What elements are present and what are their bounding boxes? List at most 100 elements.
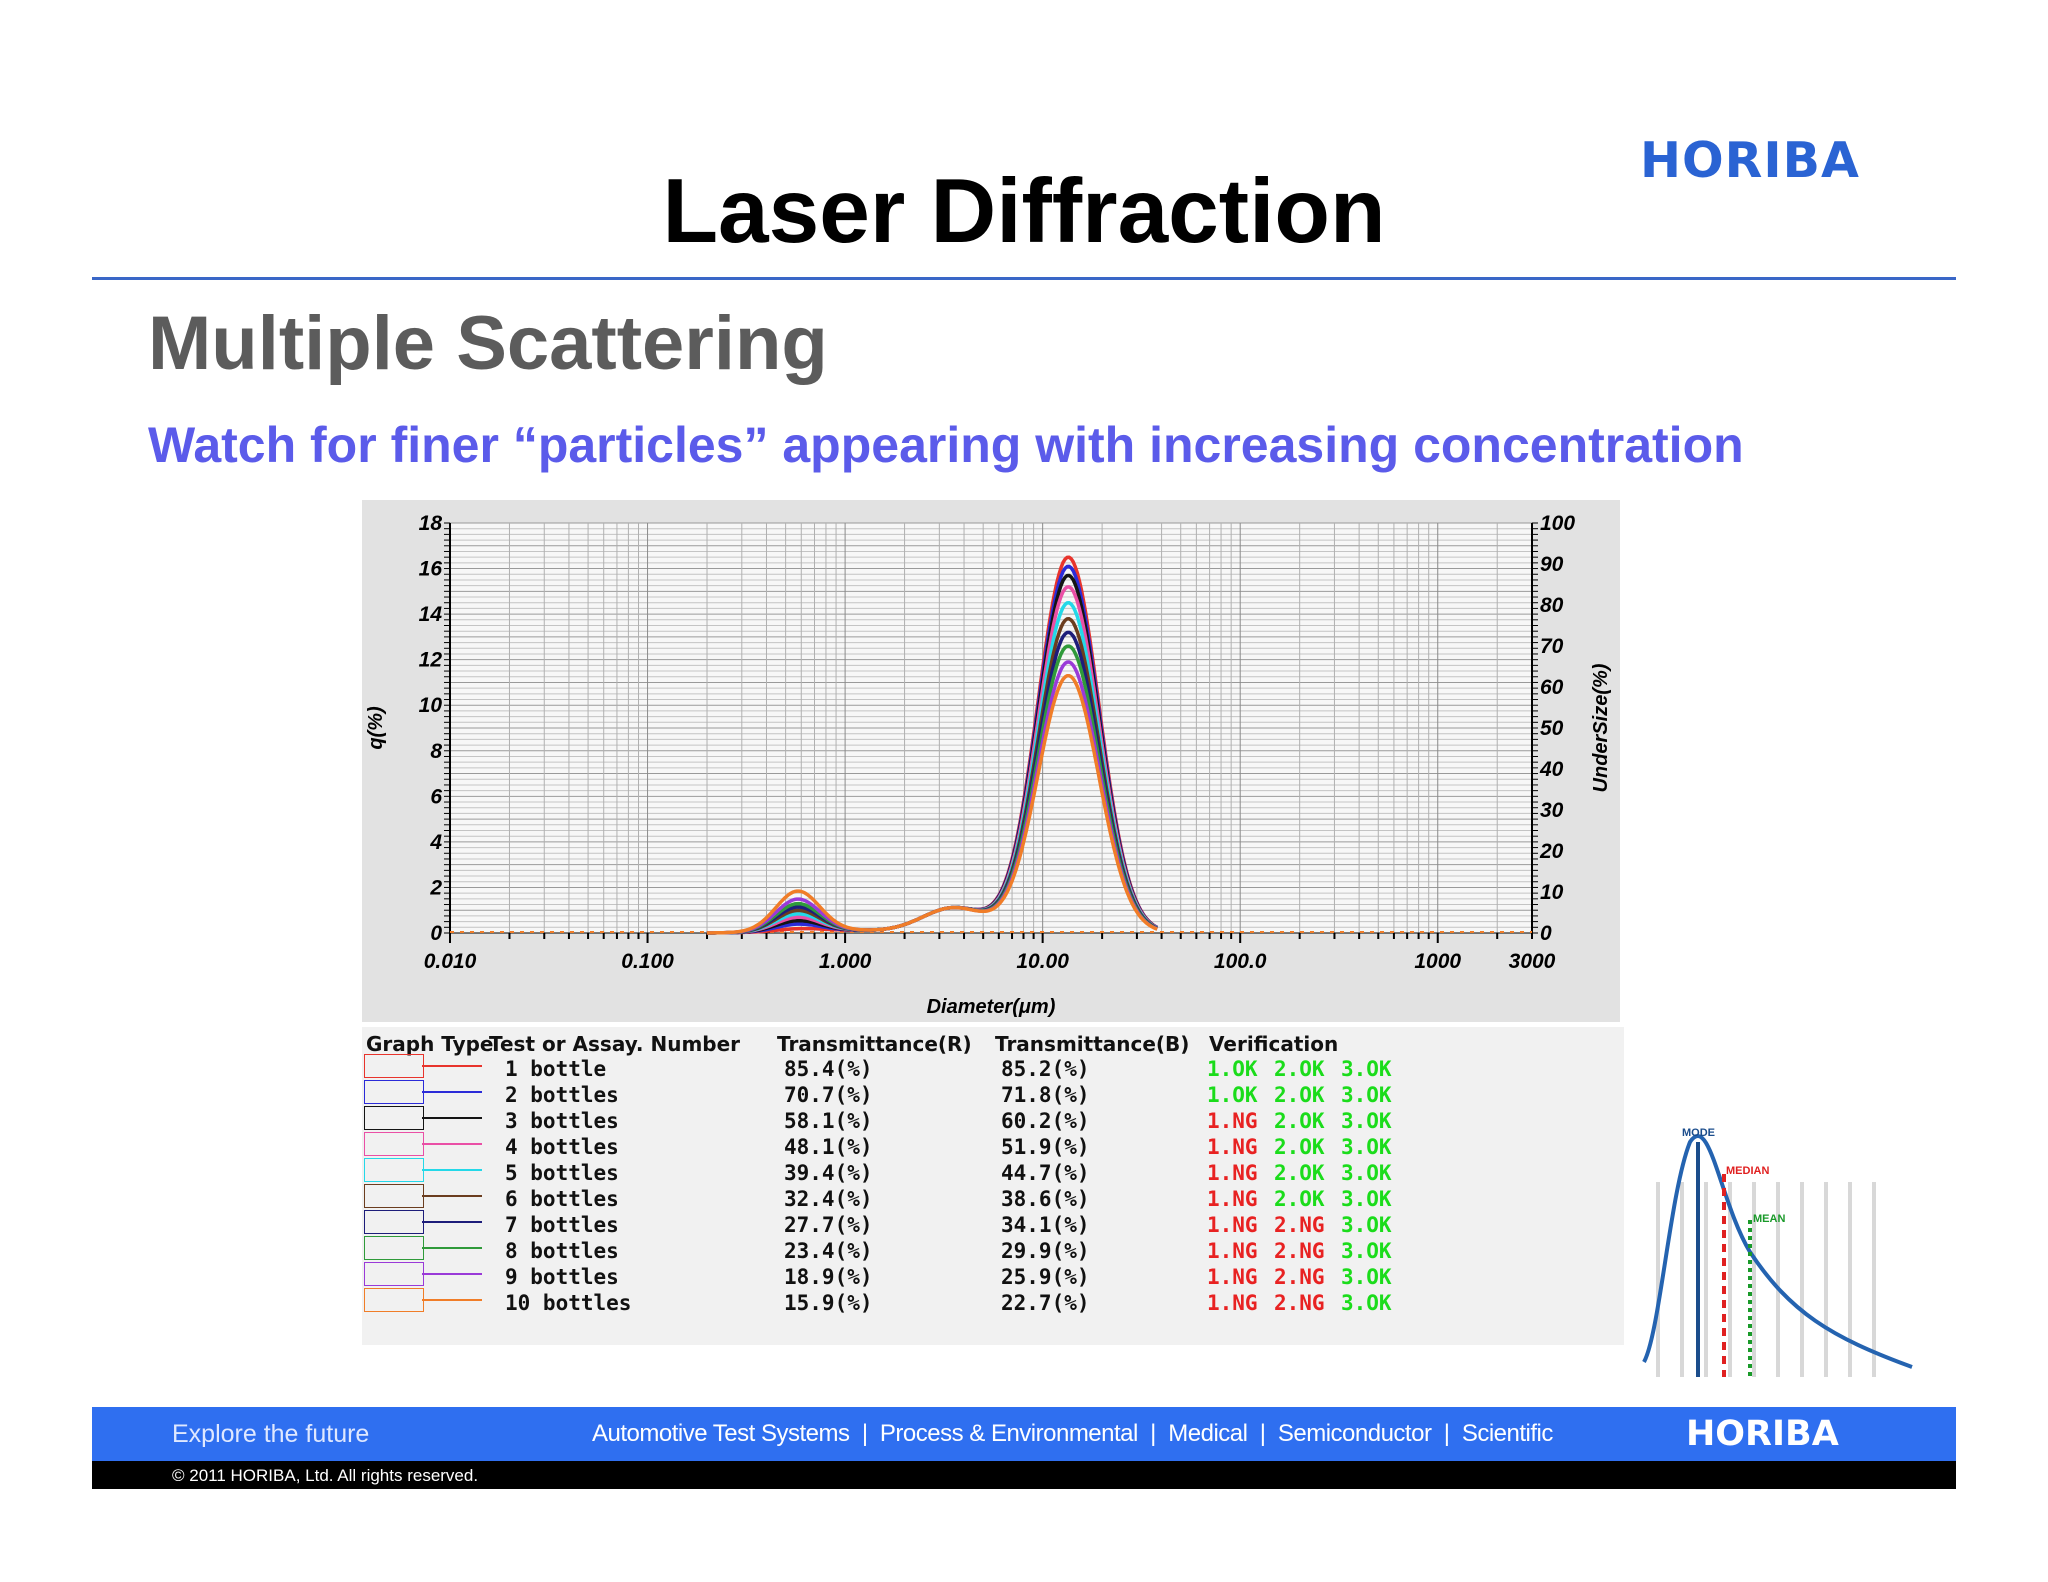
transmittance-r: 23.4(%): [784, 1239, 873, 1263]
transmittance-b: 71.8(%): [1001, 1083, 1090, 1107]
chart-grid: [449, 522, 1533, 934]
y-tick-label: 18: [419, 512, 443, 535]
series-swatch-line: [422, 1091, 482, 1093]
copyright-bar: © 2011 HORIBA, Ltd. All rights reserved.: [92, 1461, 1956, 1489]
title-divider: [92, 277, 1956, 280]
series-swatch: [364, 1054, 424, 1078]
transmittance-r: 32.4(%): [784, 1187, 873, 1211]
y-tick-label: 0: [430, 922, 442, 945]
verification-3: 3.OK: [1341, 1135, 1392, 1159]
transmittance-r: 85.4(%): [784, 1057, 873, 1081]
mode-median-mean-inset: MODE MEDIAN MEAN: [1640, 1122, 1920, 1384]
verification-2: 2.NG: [1274, 1213, 1325, 1237]
verification-1: 1.NG: [1207, 1213, 1258, 1237]
verification-2: 2.OK: [1274, 1161, 1325, 1185]
verification-2: 2.OK: [1274, 1083, 1325, 1107]
verification-2: 2.NG: [1274, 1265, 1325, 1289]
y-axis-title: q(%): [365, 706, 387, 750]
slide-title: Laser Diffraction: [662, 161, 1386, 262]
y2-tick-label: 40: [1539, 758, 1564, 781]
row-name: 4 bottles: [505, 1135, 619, 1159]
slide-subtitle: Multiple Scattering: [148, 301, 828, 386]
footer-logo: HORIBA: [1686, 1414, 1839, 1454]
y2-tick-label: 90: [1540, 553, 1564, 576]
verification-3: 3.OK: [1341, 1265, 1392, 1289]
transmittance-r: 48.1(%): [784, 1135, 873, 1159]
footer-bar: Explore the future Automotive Test Syste…: [92, 1407, 1956, 1461]
series-swatch: [364, 1262, 424, 1286]
chart-series: [450, 555, 1532, 935]
row-name: 5 bottles: [505, 1161, 619, 1185]
verification-1: 1.NG: [1207, 1161, 1258, 1185]
copyright-text: © 2011 HORIBA, Ltd. All rights reserved.: [172, 1466, 479, 1485]
horiba-logo: HORIBA: [1640, 132, 1860, 189]
verification-1: 1.NG: [1207, 1135, 1258, 1159]
series-swatch: [364, 1132, 424, 1156]
median-label: MEDIAN: [1726, 1165, 1769, 1177]
verification-1: 1.NG: [1207, 1265, 1258, 1289]
series-swatch: [364, 1288, 424, 1312]
transmittance-b: 25.9(%): [1001, 1265, 1090, 1289]
row-name: 8 bottles: [505, 1239, 619, 1263]
verification-2: 2.NG: [1274, 1291, 1325, 1315]
x-tick-label: 1.000: [819, 950, 872, 973]
y2-tick-label: 20: [1539, 840, 1564, 863]
transmittance-b: 34.1(%): [1001, 1213, 1090, 1237]
series-swatch-line: [422, 1221, 482, 1223]
y2-tick-label: 0: [1540, 922, 1552, 945]
series-swatch-line: [422, 1247, 482, 1249]
y-tick-label: 10: [419, 694, 443, 717]
y2-tick-label: 80: [1540, 594, 1564, 617]
x-axis-title: Diameter(μm): [927, 996, 1056, 1018]
series-swatch-line: [422, 1117, 482, 1119]
y2-tick-label: 100: [1540, 512, 1575, 535]
table-header-cell: Verification: [1209, 1032, 1339, 1056]
row-name: 1 bottle: [505, 1057, 607, 1081]
series-swatch-line: [422, 1195, 482, 1197]
y-tick-label: 16: [419, 558, 443, 581]
series-swatch: [364, 1184, 424, 1208]
verification-3: 3.OK: [1341, 1239, 1392, 1263]
mode-label: MODE: [1682, 1127, 1715, 1139]
row-name: 3 bottles: [505, 1109, 619, 1133]
footer-links: Automotive Test Systems | Process & Envi…: [592, 1420, 1553, 1447]
verification-1: 1.OK: [1207, 1083, 1258, 1107]
series-swatch-line: [422, 1065, 482, 1067]
slide-caption: Watch for finer “particles” appearing wi…: [148, 417, 1744, 473]
y-tick-label: 12: [419, 649, 443, 672]
x-tick-label: 10.00: [1016, 950, 1069, 973]
x-tick-label: 0.010: [424, 950, 477, 973]
table-header-cell: Transmittance(R): [777, 1032, 972, 1056]
verification-2: 2.OK: [1274, 1109, 1325, 1133]
series-swatch: [364, 1158, 424, 1182]
series-line-10: [706, 673, 1158, 935]
verification-2: 2.OK: [1274, 1187, 1325, 1211]
verification-2: 2.NG: [1274, 1239, 1325, 1263]
series-swatch-line: [422, 1169, 482, 1171]
table-header-cell: Transmittance(B): [995, 1032, 1190, 1056]
verification-1: 1.NG: [1207, 1291, 1258, 1315]
verification-1: 1.NG: [1207, 1239, 1258, 1263]
results-table: Graph Type Test or Assay. Number Transmitt…: [362, 1027, 1624, 1345]
transmittance-r: 18.9(%): [784, 1265, 873, 1289]
y2-tick-label: 10: [1540, 881, 1564, 904]
verification-1: 1.NG: [1207, 1109, 1258, 1133]
transmittance-b: 60.2(%): [1001, 1109, 1090, 1133]
verification-3: 3.OK: [1341, 1109, 1392, 1133]
verification-2: 2.OK: [1274, 1135, 1325, 1159]
transmittance-b: 38.6(%): [1001, 1187, 1090, 1211]
table-header-cell: Test or Assay. Number: [489, 1032, 741, 1056]
series-swatch-line: [422, 1143, 482, 1145]
y-tick-label: 6: [430, 785, 442, 808]
series-swatch-line: [422, 1273, 482, 1275]
y-tick-label: 4: [429, 831, 442, 854]
transmittance-r: 58.1(%): [784, 1109, 873, 1133]
transmittance-r: 39.4(%): [784, 1161, 873, 1185]
x-tick-label: 3000: [1509, 950, 1556, 973]
series-swatch: [364, 1236, 424, 1260]
mean-label: MEAN: [1753, 1213, 1785, 1225]
y-tick-label: 14: [419, 603, 443, 626]
transmittance-r: 15.9(%): [784, 1291, 873, 1315]
y2-tick-label: 50: [1540, 717, 1564, 740]
footer-tagline: Explore the future: [172, 1420, 370, 1448]
